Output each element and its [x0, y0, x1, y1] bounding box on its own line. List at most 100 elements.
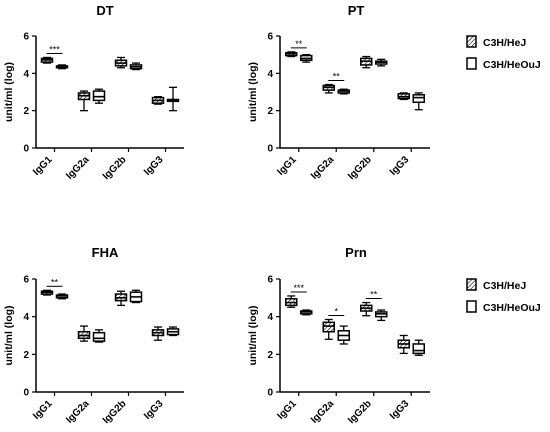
x-tick-label: IgG1 — [31, 154, 55, 178]
x-tick-label: IgG2a — [64, 398, 92, 426]
y-tick-label: 0 — [267, 144, 273, 155]
legend-swatch — [466, 300, 477, 313]
box-3-0 — [151, 326, 165, 341]
legends: C3H/HeJ C3H/HeOuJ C3H/HeJ C3H/HeOuJ — [466, 35, 541, 314]
box-1-0 — [322, 83, 335, 94]
significance-annotation: ** — [365, 290, 382, 300]
box-3-0 — [397, 92, 410, 101]
y-tick-label: 2 — [267, 350, 273, 361]
box-0-0 — [40, 56, 54, 64]
y-tick-label: 4 — [267, 312, 273, 323]
box-2-1 — [129, 62, 143, 71]
legend-label: C3H/HeOuJ — [483, 302, 541, 314]
x-tick-label: IgG1 — [275, 398, 299, 422]
significance-annotation: *** — [46, 44, 63, 54]
x-tick-label: IgG2b — [346, 154, 374, 182]
y-axis-label: unit/ml (log) — [247, 62, 259, 122]
panel-title: FHA — [92, 245, 119, 260]
box-3-0 — [151, 96, 165, 105]
y-tick-label: 0 — [267, 388, 273, 399]
y-tick-label: 6 — [267, 275, 273, 286]
box-1-0 — [322, 318, 335, 340]
legend-1: C3H/HeJ C3H/HeOuJ — [466, 278, 541, 314]
significance-stars: ** — [51, 277, 59, 287]
x-tick-label: IgG2a — [309, 154, 337, 182]
legend-label: C3H/HeJ — [483, 280, 526, 292]
panel-title: PT — [348, 3, 365, 18]
box-1-0 — [77, 325, 91, 342]
significance-stars: *** — [49, 44, 60, 54]
box-2-1 — [375, 309, 388, 322]
box-1-1 — [92, 88, 106, 104]
y-axis-label: unit/ml (log) — [3, 305, 15, 365]
box-0-1 — [300, 54, 313, 63]
box-2-0 — [360, 301, 373, 317]
panel-title: DT — [96, 3, 113, 18]
y-tick-label: 4 — [23, 312, 29, 323]
y-tick-label: 6 — [23, 32, 29, 43]
y-tick-label: 6 — [23, 275, 29, 286]
box-0-1 — [55, 293, 69, 300]
y-tick-label: 2 — [267, 106, 273, 117]
y-tick-label: 2 — [23, 350, 29, 361]
box-1-1 — [337, 88, 350, 95]
x-tick-label: IgG2b — [101, 154, 129, 182]
box-0-0 — [285, 295, 298, 308]
x-tick-label: IgG1 — [275, 154, 299, 178]
panel-1: PT unit/ml (log) 0 2 4 6 IgG1 IgG2a IgG2b IgG3 ** *… — [247, 3, 430, 182]
significance-stars: *** — [293, 283, 304, 293]
significance-stars: * — [334, 306, 338, 316]
box-iqr — [412, 94, 425, 104]
y-tick-label: 0 — [23, 388, 29, 399]
box-1-1 — [92, 329, 106, 343]
box-2-1 — [375, 58, 388, 67]
box-3-0 — [397, 334, 410, 355]
box-1-0 — [77, 90, 91, 112]
legend-swatch — [466, 278, 477, 291]
significance-stars: ** — [333, 72, 341, 82]
box-0-0 — [285, 51, 298, 58]
y-tick-label: 4 — [23, 69, 29, 80]
box-iqr — [322, 321, 335, 333]
significance-annotation: ** — [328, 72, 345, 82]
legend-swatch — [466, 35, 477, 48]
significance-annotation: *** — [290, 283, 307, 293]
legend-label: C3H/HeOuJ — [483, 59, 541, 71]
box-iqr — [92, 90, 106, 102]
y-axis-label: unit/ml (log) — [247, 305, 259, 365]
x-tick-label: IgG3 — [388, 154, 412, 178]
box-0-1 — [300, 309, 313, 316]
significance-stars: ** — [370, 290, 378, 300]
panel-title: Prn — [345, 245, 367, 260]
y-tick-label: 0 — [23, 144, 29, 155]
x-tick-label: IgG3 — [142, 398, 166, 422]
box-3-1 — [412, 92, 425, 111]
x-tick-label: IgG2b — [346, 398, 374, 426]
legend-label: C3H/HeJ — [483, 37, 526, 49]
x-tick-label: IgG2b — [101, 398, 129, 426]
box-0-1 — [55, 64, 69, 70]
significance-annotation: * — [328, 306, 345, 316]
legend-swatch — [466, 57, 477, 70]
x-tick-label: IgG2a — [64, 154, 92, 182]
box-3-1 — [166, 326, 180, 337]
y-tick-label: 4 — [267, 69, 273, 80]
x-tick-label: IgG3 — [388, 398, 412, 422]
box-2-0 — [114, 56, 128, 69]
panel-2: FHA unit/ml (log) 0 2 4 6 IgG1 IgG2a IgG2b IgG3 ** — [3, 245, 184, 426]
legend-0: C3H/HeJ C3H/HeOuJ — [466, 35, 541, 71]
significance-stars: ** — [295, 39, 303, 49]
x-tick-label: IgG3 — [142, 154, 166, 178]
box-2-0 — [360, 55, 373, 69]
box-iqr — [412, 343, 425, 355]
box-2-0 — [114, 290, 128, 307]
box-iqr — [92, 331, 106, 342]
y-tick-label: 6 — [267, 32, 273, 43]
x-tick-label: IgG2a — [309, 398, 337, 426]
significance-annotation: ** — [290, 39, 307, 49]
box-2-1 — [129, 289, 143, 304]
significance-annotation: ** — [46, 277, 63, 287]
